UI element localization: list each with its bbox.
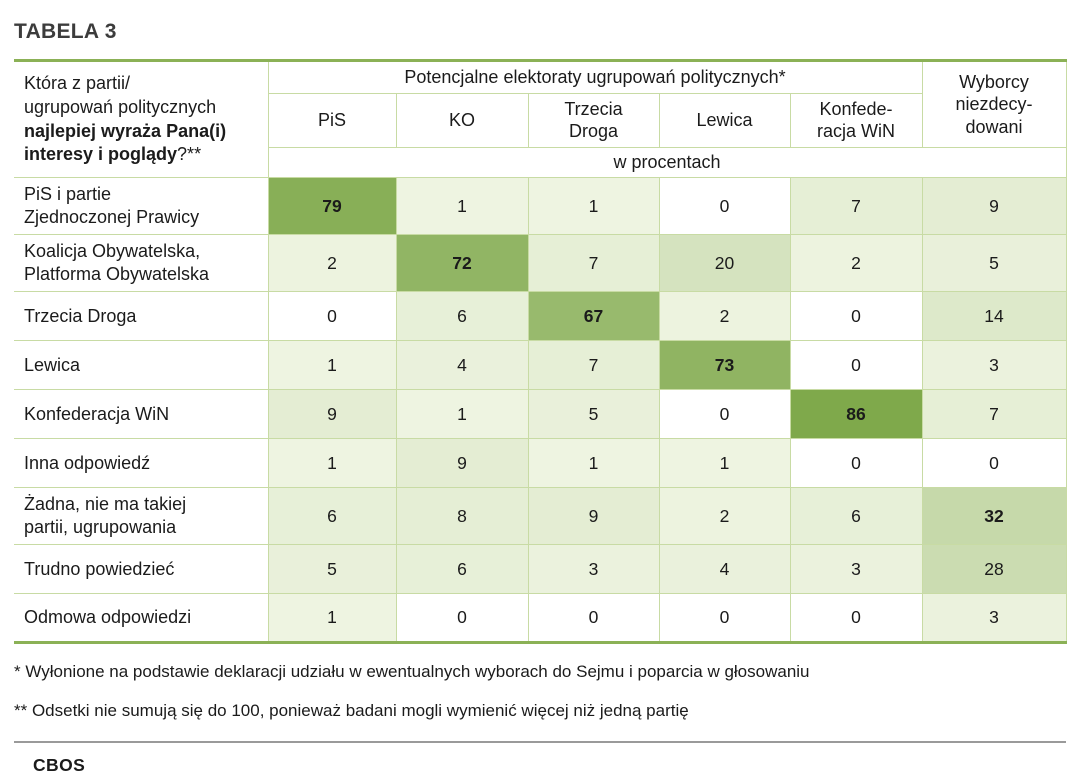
row-label: Lewica: [14, 340, 269, 391]
value-cell: 1: [395, 389, 529, 440]
value-cell: 3: [921, 340, 1067, 391]
value-cell: 1: [267, 438, 397, 489]
value-cell: 0: [658, 593, 791, 644]
electorates-group-header: Potencjalne elektoraty ugrupowań polityc…: [267, 60, 923, 94]
value-cell: 2: [658, 487, 791, 546]
party-column-header: Trzecia Droga: [527, 93, 660, 148]
value-cell: 20: [658, 234, 791, 293]
row-label: Koalicja Obywatelska, Platforma Obywatel…: [14, 234, 269, 293]
value-cell: 0: [527, 593, 660, 644]
value-cell: 6: [789, 487, 923, 546]
value-cell: 0: [789, 593, 923, 644]
value-cell: 86: [789, 389, 923, 440]
value-cell: 0: [395, 593, 529, 644]
value-cell: 73: [658, 340, 791, 391]
value-cell: 1: [267, 593, 397, 644]
header-row-group: Która z partii/ ugrupowań politycznych n…: [14, 60, 1067, 178]
table-row: Żadna, nie ma takiej partii, ugrupowania…: [14, 487, 1067, 546]
results-table: Która z partii/ ugrupowań politycznych n…: [14, 59, 1067, 645]
table-row: PiS i partie Zjednoczonej Prawicy 79 1 1 0 7 9: [14, 176, 1067, 236]
value-cell: 9: [921, 176, 1067, 236]
value-cell: 9: [267, 389, 397, 440]
value-cell: 1: [527, 176, 660, 236]
party-column-header: Konfede- racja WiN: [789, 93, 923, 148]
question-text-suffix: ?**: [177, 144, 202, 165]
value-cell: 4: [658, 544, 791, 595]
row-label: Inna odpowiedź: [14, 438, 269, 489]
table-row: Konfederacja WiN 9 1 5 0 86 7: [14, 389, 1067, 440]
value-cell: 6: [395, 544, 529, 595]
value-cell: 4: [395, 340, 529, 391]
value-cell: 9: [395, 438, 529, 489]
value-cell: 7: [527, 234, 660, 293]
value-cell: 0: [658, 389, 791, 440]
value-cell: 1: [658, 438, 791, 489]
separator-line: [14, 741, 1066, 744]
value-cell: 2: [658, 291, 791, 342]
value-cell: 7: [921, 389, 1067, 440]
value-cell: 5: [921, 234, 1067, 293]
value-cell: 79: [267, 176, 397, 236]
value-cell: 0: [789, 291, 923, 342]
unit-row: w procentach: [14, 147, 1067, 178]
table-body: PiS i partie Zjednoczonej Prawicy 79 1 1 0 7 9…: [14, 176, 1067, 644]
value-cell: 7: [527, 340, 660, 391]
value-cell: 3: [921, 593, 1067, 644]
party-column-header: Lewica: [658, 93, 791, 148]
value-cell: 3: [527, 544, 660, 595]
table-row: Trzecia Droga 0 6 67 2 0 14: [14, 291, 1067, 342]
table-row: Inna odpowiedź 1 9 1 1 0 0: [14, 438, 1067, 489]
page-title: TABELA 3: [14, 20, 117, 43]
table-row: Koalicja Obywatelska, Platforma Obywatel…: [14, 234, 1067, 293]
value-cell: 0: [789, 438, 923, 489]
value-cell: 28: [921, 544, 1067, 595]
value-cell: 9: [527, 487, 660, 546]
row-label: Trzecia Droga: [14, 291, 269, 342]
value-cell: 0: [658, 176, 791, 236]
value-cell: 67: [527, 291, 660, 342]
value-cell: 5: [267, 544, 397, 595]
value-cell: 32: [921, 487, 1067, 546]
value-cell: 3: [789, 544, 923, 595]
row-label: PiS i partie Zjednoczonej Prawicy: [14, 176, 269, 236]
value-cell: 0: [921, 438, 1067, 489]
value-cell: 8: [395, 487, 529, 546]
question-text-bold: najlepiej wyraża Pana(i) interesy i pogl…: [24, 120, 227, 165]
party-column-header: KO: [395, 93, 529, 148]
value-cell: 6: [267, 487, 397, 546]
row-label: Odmowa odpowiedzi: [14, 593, 269, 644]
question-text-regular: Która z partii/ ugrupowań politycznych: [24, 73, 217, 117]
value-cell: 2: [789, 234, 923, 293]
row-label: Trudno powiedzieć: [14, 544, 269, 595]
table-header: Która z partii/ ugrupowań politycznych n…: [14, 60, 1067, 178]
undecided-voters-header: Wyborcy niezdecy- dowani: [921, 60, 1067, 148]
value-cell: 0: [267, 291, 397, 342]
party-column-header: PiS: [268, 93, 397, 148]
table-row: Odmowa odpowiedzi 1 0 0 0 0 3: [14, 593, 1067, 644]
brand-logo: CBOS: [33, 755, 86, 776]
row-label: Żadna, nie ma takiej partii, ugrupowania: [14, 487, 269, 546]
value-cell: 5: [527, 389, 660, 440]
value-cell: 0: [789, 340, 923, 391]
footnote-2: ** Odsetki nie sumują się do 100, poniew…: [14, 701, 689, 721]
value-cell: 2: [267, 234, 397, 293]
value-cell: 14: [921, 291, 1067, 342]
value-cell: 72: [395, 234, 529, 293]
question-header: Która z partii/ ugrupowań politycznych n…: [14, 60, 269, 178]
table-row: Lewica 1 4 7 73 0 3: [14, 340, 1067, 391]
table-row: Trudno powiedzieć 5 6 3 4 3 28: [14, 544, 1067, 595]
value-cell: 1: [527, 438, 660, 489]
value-cell: 1: [395, 176, 529, 236]
value-cell: 7: [789, 176, 923, 236]
unit-header: w procentach: [268, 147, 1067, 178]
footnote-1: * Wyłonione na podstawie deklaracji udzi…: [14, 662, 810, 682]
value-cell: 1: [267, 340, 397, 391]
row-label: Konfederacja WiN: [14, 389, 269, 440]
value-cell: 6: [395, 291, 529, 342]
